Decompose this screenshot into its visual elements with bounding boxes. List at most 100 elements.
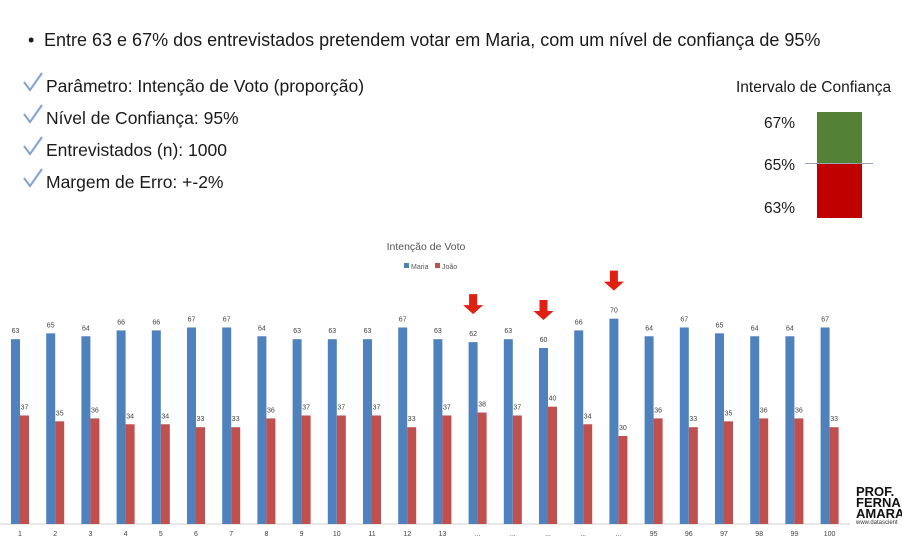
parameter-item: Nível de Confiança: 95%: [22, 102, 364, 134]
bar-joão-17: [583, 424, 593, 524]
data-label: 63: [364, 328, 372, 335]
parameter-label: Entrevistados (n): 1000: [46, 139, 227, 160]
data-label: 40: [549, 396, 557, 403]
bar-maria-20: [679, 327, 689, 524]
x-tick-label: 5: [159, 531, 163, 538]
data-label: 34: [126, 413, 134, 420]
x-tick-label: ...: [615, 531, 621, 538]
logo-url: www.datascient: [856, 520, 898, 526]
bar-maria-17: [574, 330, 584, 524]
parameter-item: Entrevistados (n): 1000: [22, 134, 364, 166]
parameter-item: Margem de Erro: +-2%: [22, 166, 364, 198]
bar-joão-18: [618, 436, 628, 524]
bar-maria-8: [257, 336, 267, 524]
legend-swatch: [404, 263, 409, 268]
x-tick-label: 7: [229, 531, 233, 538]
checkmark-icon: [23, 104, 43, 124]
data-label: 36: [654, 407, 662, 414]
bar-maria-12: [398, 327, 408, 524]
data-label: 60: [540, 337, 548, 344]
checkmark-icon: [23, 72, 43, 92]
ci-lower-label: 63%: [764, 200, 796, 217]
bar-maria-7: [222, 327, 232, 524]
data-label: 64: [258, 325, 266, 332]
data-label: 67: [188, 316, 196, 323]
data-label: 35: [56, 410, 64, 417]
data-label: 33: [689, 416, 697, 423]
data-label: 63: [12, 328, 20, 335]
data-label: 38: [478, 402, 486, 409]
confidence-interval-title: Intervalo de Confiança: [736, 79, 892, 96]
bar-maria-14: [468, 342, 478, 524]
highlight-arrow-icon: [463, 294, 484, 315]
data-label: 66: [117, 319, 125, 326]
x-tick-label: 4: [124, 531, 128, 538]
chart-title: Intenção de Voto: [387, 241, 466, 253]
data-label: 36: [267, 407, 275, 414]
data-label: 64: [645, 325, 653, 332]
bar-joão-1: [20, 415, 29, 524]
bar-maria-4: [116, 330, 126, 524]
bar-maria-10: [327, 339, 337, 524]
logo-line: FERNA: [856, 495, 901, 510]
bar-joão-3: [90, 418, 100, 524]
bar-maria-18: [609, 318, 619, 524]
bar-maria-16: [539, 348, 548, 524]
x-tick-label: 100: [824, 531, 836, 538]
data-label: 35: [725, 410, 733, 417]
logo: PROF. FERNA AMARA www.datascient: [856, 484, 902, 527]
data-label: 63: [434, 328, 442, 335]
x-tick-label: 97: [720, 531, 728, 538]
data-label: 64: [751, 325, 759, 332]
bar-joão-12: [407, 427, 417, 524]
bar-maria-9: [292, 339, 302, 524]
data-label: 34: [161, 413, 169, 420]
bar-joão-4: [125, 424, 135, 524]
bar-joão-21: [724, 421, 733, 524]
checkmark-icon: [23, 136, 43, 156]
data-label: 30: [619, 425, 627, 432]
bar-joão-23: [794, 418, 804, 524]
bar-maria-23: [785, 336, 795, 524]
data-label: 36: [91, 407, 99, 414]
x-tick-label: 8: [264, 531, 268, 538]
x-tick-label: ...: [545, 531, 551, 538]
data-label: 37: [337, 404, 345, 411]
bar-joão-22: [759, 418, 769, 524]
data-label: 67: [680, 316, 688, 323]
data-label: 67: [399, 316, 407, 323]
bar-maria-6: [187, 327, 196, 524]
bar-maria-19: [644, 336, 654, 524]
data-label: 33: [232, 416, 240, 423]
bar-maria-2: [46, 333, 56, 524]
x-tick-label: 1: [18, 531, 22, 538]
data-label: 37: [513, 404, 521, 411]
bar-joão-6: [196, 427, 205, 524]
x-tick-label: ...: [580, 531, 586, 538]
bar-maria-13: [433, 339, 443, 524]
data-label: 66: [152, 319, 160, 326]
bar-maria-1: [11, 339, 20, 524]
highlight-arrow-icon: [533, 300, 554, 320]
bar-joão-10: [336, 415, 346, 524]
x-tick-label: 95: [650, 531, 658, 538]
bar-maria-22: [750, 336, 760, 524]
logo-line: AMARA: [856, 506, 902, 521]
bar-joão-20: [688, 427, 698, 524]
headline-text: Entre 63 e 67% dos entrevistados pretend…: [44, 30, 821, 50]
x-tick-label: 99: [791, 531, 799, 538]
bar-joão-19: [653, 418, 663, 524]
bar-joão-5: [160, 424, 170, 524]
data-label: 36: [760, 407, 768, 414]
data-label: 66: [575, 319, 583, 326]
data-label: 37: [21, 404, 29, 411]
highlight-arrow-icon: [603, 270, 624, 291]
parameter-list: Parâmetro: Intenção de Voto (proporção) …: [22, 70, 364, 198]
data-label: 33: [830, 416, 838, 423]
x-tick-label: 2: [53, 531, 57, 538]
x-tick-label: 96: [685, 531, 693, 538]
bar-joão-15: [512, 415, 522, 524]
ci-upper-bar: [817, 112, 862, 164]
logo-line: PROF.: [856, 484, 895, 499]
data-label: 64: [82, 325, 90, 332]
